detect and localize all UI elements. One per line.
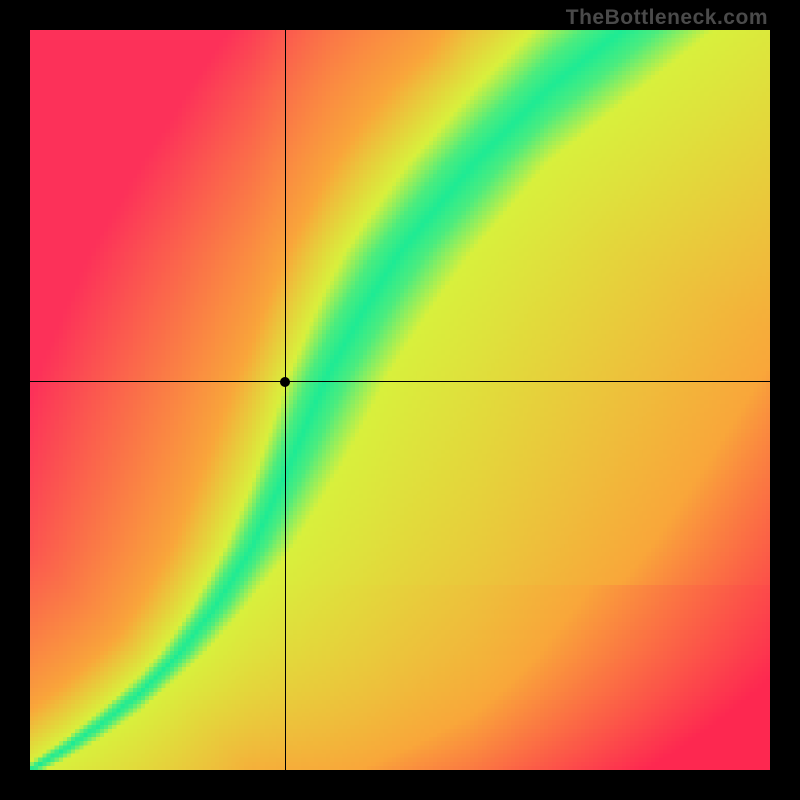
- plot-area: [30, 30, 770, 770]
- watermark-text: TheBottleneck.com: [566, 6, 768, 30]
- crosshair-marker: [280, 377, 290, 387]
- heat-canvas: [30, 30, 770, 770]
- crosshair-vertical: [285, 30, 286, 770]
- crosshair-horizontal: [30, 381, 770, 382]
- chart-container: TheBottleneck.com: [0, 0, 800, 800]
